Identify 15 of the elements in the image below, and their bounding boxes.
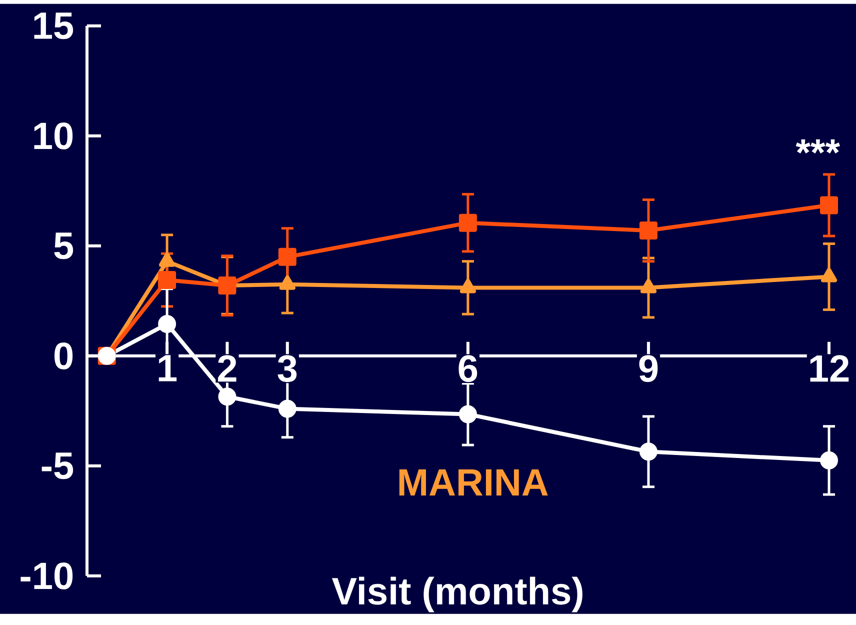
y-tick-label: -5 (42, 452, 74, 480)
annotation: *** (796, 139, 840, 154)
x-tick-label: 6 (458, 355, 478, 382)
x-tick-label: 3 (278, 355, 297, 382)
x-tick-label: 12 (810, 355, 849, 382)
annotation: MARINA (399, 469, 548, 496)
y-tick-label: 10 (34, 122, 73, 150)
y-tick-label: -10 (20, 562, 73, 590)
y-tick-label: 5 (54, 232, 74, 260)
x-tick-label: 2 (218, 355, 236, 382)
y-tick-label: 0 (54, 342, 73, 370)
y-tick-label: 15 (34, 12, 74, 40)
x-axis-title: Visit (months) (332, 576, 582, 612)
x-tick-label: 9 (639, 355, 658, 382)
x-tick-label: 1 (158, 355, 177, 382)
